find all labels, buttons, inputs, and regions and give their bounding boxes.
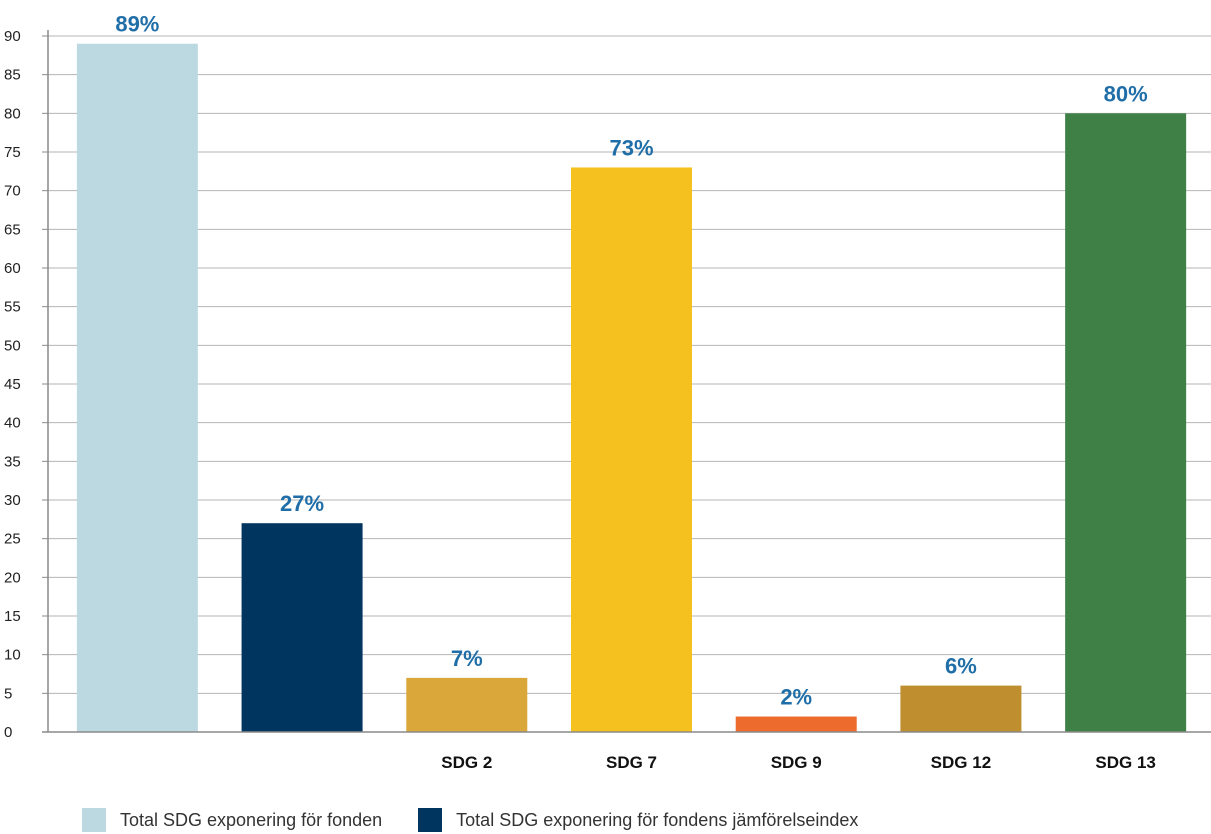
- x-tick-label-3: SDG 2: [441, 753, 492, 772]
- y-tick-label-65: 65: [4, 221, 21, 238]
- bar-4: [571, 167, 692, 732]
- y-tick-label-85: 85: [4, 67, 21, 84]
- y-tick-label-0: 0: [4, 724, 12, 741]
- data-label-1: 89%: [115, 12, 159, 37]
- bar-1: [76, 43, 198, 732]
- y-tick-label-90: 90: [4, 28, 21, 45]
- y-tick-label-30: 30: [4, 492, 21, 509]
- bar-3: [406, 677, 528, 732]
- x-tick-label-4: SDG 7: [606, 753, 657, 772]
- legend-swatch-fund: [82, 808, 106, 832]
- legend-item-fund: Total SDG exponering för fonden: [82, 808, 382, 832]
- y-tick-label-35: 35: [4, 453, 21, 470]
- x-tick-label-5: SDG 9: [771, 753, 822, 772]
- legend-label-index: Total SDG exponering för fondens jämföre…: [456, 809, 859, 830]
- data-label-2: 27%: [280, 491, 324, 516]
- bar-5: [735, 716, 857, 732]
- y-tick-label-5: 5: [4, 685, 12, 702]
- y-axis: 0 5 10 15 20 25 30 35 40 45 50 55 60 65 70 75 80 85 90: [4, 28, 49, 741]
- y-tick-label-15: 15: [4, 608, 21, 625]
- bar-7: [1065, 113, 1187, 733]
- y-tick-label-50: 50: [4, 337, 21, 354]
- bar-2: [241, 523, 363, 732]
- x-axis: SDG 2 SDG 7 SDG 9 SDG 12 SDG 13: [42, 731, 1211, 772]
- data-label-6: 6%: [945, 654, 977, 679]
- y-tick-label-25: 25: [4, 531, 21, 548]
- legend-item-index: Total SDG exponering för fondens jämföre…: [418, 808, 858, 832]
- y-tick-label-45: 45: [4, 376, 21, 393]
- y-tick-label-40: 40: [4, 415, 21, 432]
- y-tick-label-80: 80: [4, 105, 21, 122]
- bar-chart: 0 5 10 15 20 25 30 35 40 45 50 55 60 65 70 75 80 85 90 89%…: [4, 12, 1211, 772]
- data-label-5: 2%: [780, 685, 812, 710]
- bars: 89% 27% 7% 73% 2% 6% 80%: [76, 12, 1187, 733]
- data-label-4: 73%: [609, 135, 653, 160]
- legend: Total SDG exponering för fonden Total SD…: [82, 808, 894, 832]
- y-tick-label-10: 10: [4, 647, 21, 664]
- x-tick-label-6: SDG 12: [931, 753, 991, 772]
- data-label-7: 80%: [1104, 81, 1148, 106]
- y-tick-label-55: 55: [4, 299, 21, 316]
- bar-6: [900, 685, 1022, 732]
- y-tick-label-60: 60: [4, 260, 21, 277]
- y-tick-label-20: 20: [4, 569, 21, 586]
- x-tick-label-7: SDG 13: [1095, 753, 1155, 772]
- legend-label-fund: Total SDG exponering för fonden: [120, 809, 383, 830]
- y-tick-label-70: 70: [4, 183, 21, 200]
- legend-swatch-index: [418, 808, 443, 832]
- y-tick-label-75: 75: [4, 144, 21, 161]
- data-label-3: 7%: [451, 646, 483, 671]
